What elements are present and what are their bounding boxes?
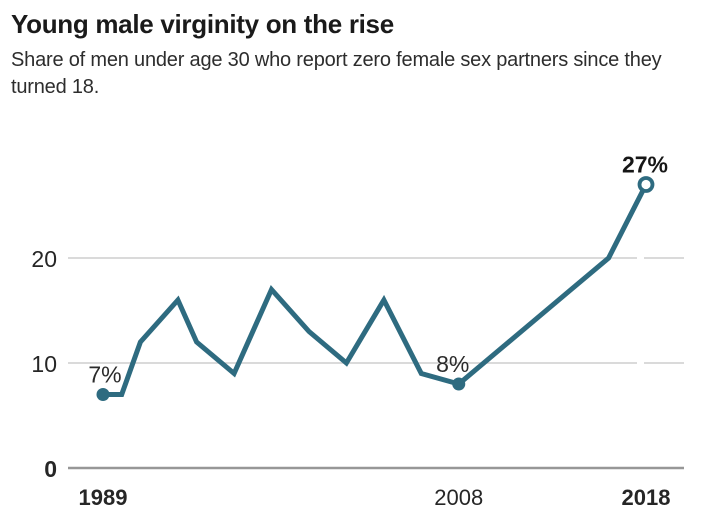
data-point-label: 27% (622, 152, 668, 178)
x-axis-tick-label: 2008 (434, 485, 483, 510)
data-point-filled (452, 377, 466, 391)
y-axis-tick-label: 0 (44, 456, 57, 482)
y-axis-tick-label: 10 (31, 351, 57, 377)
data-point-label: 8% (436, 351, 469, 377)
x-axis-tick-label: 2018 (622, 485, 671, 510)
chart-subtitle: Share of men under age 30 who report zer… (11, 49, 662, 98)
data-point-label: 7% (88, 362, 121, 388)
data-point-open (637, 176, 655, 193)
data-line (103, 183, 649, 397)
data-point-filled (96, 388, 110, 401)
x-axis-tick-label: 1989 (79, 485, 128, 510)
y-axis-tick-label: 20 (31, 246, 57, 272)
chart-title: Young male virginity on the rise (11, 9, 394, 39)
line-chart: 0 10 20 1989 2008 2018 7% 8% 27% (31, 152, 684, 510)
